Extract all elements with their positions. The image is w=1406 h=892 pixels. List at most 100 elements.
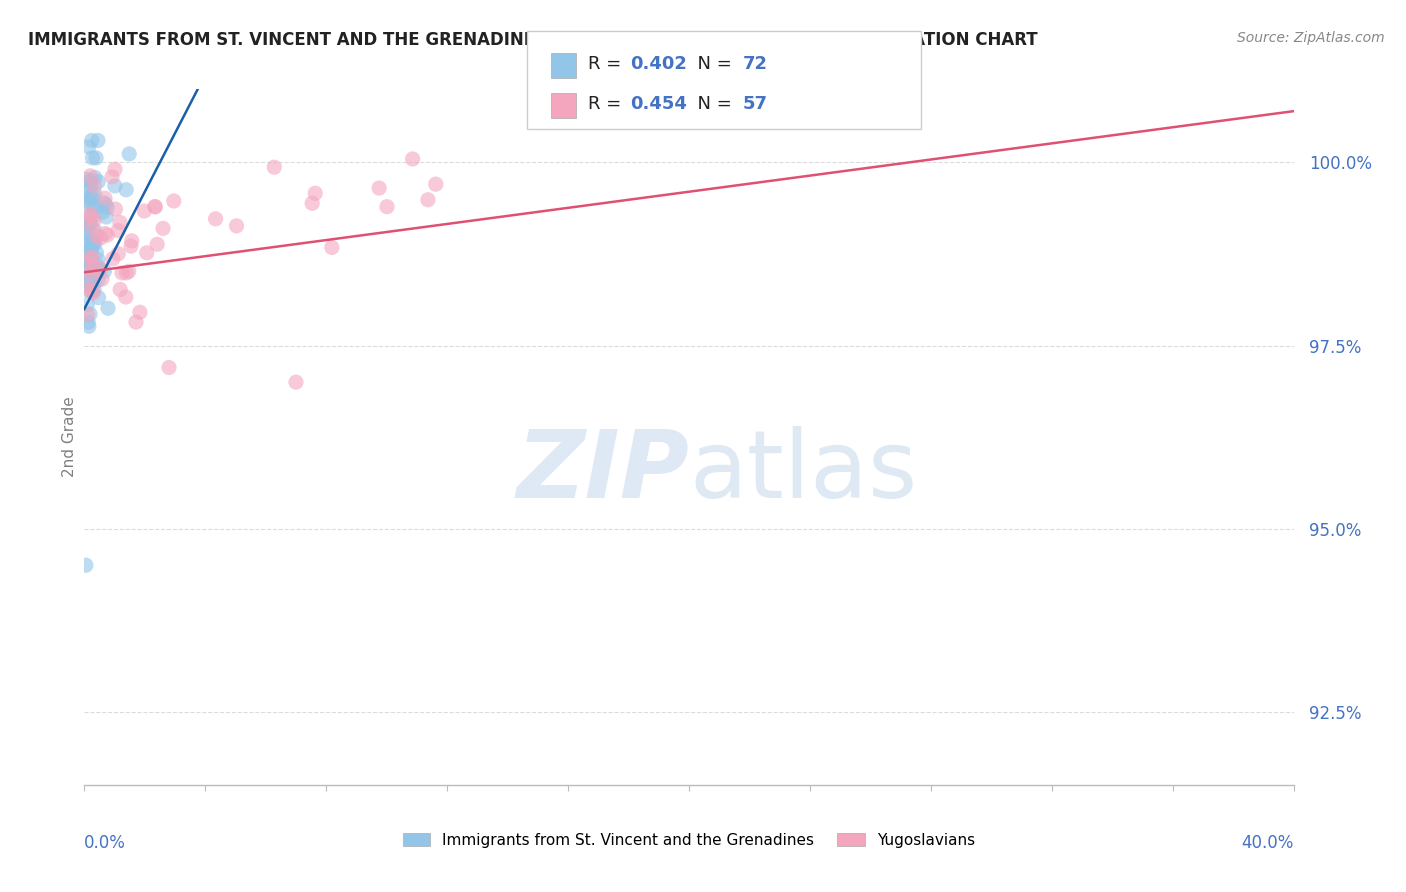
Point [416, 193, 439, 207]
Point [79, 237, 101, 252]
Text: IMMIGRANTS FROM ST. VINCENT AND THE GRENADINES VS YUGOSLAVIAN 2ND GRADE CORRELAT: IMMIGRANTS FROM ST. VINCENT AND THE GREN… [28, 31, 1038, 49]
Point [80, 219, 103, 233]
Y-axis label: 2nd Grade: 2nd Grade [62, 397, 77, 477]
Point [163, 194, 186, 208]
Point [75, 243, 97, 257]
Point [134, 204, 156, 219]
Point [75, 183, 97, 197]
Point [263, 160, 285, 174]
Point [77, 219, 100, 233]
Point [84, 235, 107, 250]
Point [84, 200, 107, 214]
Point [114, 290, 136, 304]
Point [75, 194, 97, 209]
Text: 0.454: 0.454 [630, 95, 686, 113]
Text: N =: N = [686, 55, 738, 73]
Point [77, 140, 100, 154]
Point [82, 151, 104, 165]
Point [86, 228, 108, 243]
Text: 57: 57 [742, 95, 768, 113]
Point [104, 178, 127, 193]
Point [90, 231, 112, 245]
Point [82, 238, 104, 252]
Point [79, 216, 101, 230]
Point [77, 319, 100, 334]
Point [75, 258, 97, 272]
Point [80, 244, 103, 258]
Point [76, 308, 98, 322]
Point [77, 219, 100, 233]
Point [87, 133, 110, 147]
Point [96, 210, 118, 224]
Point [82, 260, 104, 274]
Point [76, 297, 98, 311]
Point [84, 170, 107, 185]
Point [80, 133, 103, 147]
Point [87, 175, 110, 189]
Point [83, 283, 105, 297]
Point [94, 197, 117, 211]
Text: R =: R = [588, 55, 627, 73]
Point [79, 307, 101, 321]
Point [79, 169, 101, 183]
Point [89, 263, 111, 277]
Point [118, 147, 141, 161]
Point [89, 261, 111, 276]
Point [87, 252, 110, 267]
Point [79, 274, 101, 288]
Point [121, 234, 143, 248]
Point [87, 273, 110, 287]
Point [285, 375, 308, 389]
Point [83, 223, 105, 237]
Point [79, 262, 101, 277]
Point [80, 251, 103, 265]
Point [79, 273, 101, 287]
Point [79, 209, 101, 223]
Text: ZIP: ZIP [516, 425, 689, 518]
Point [146, 237, 169, 252]
Point [115, 266, 138, 280]
Point [79, 266, 101, 280]
Point [80, 191, 103, 205]
Point [111, 266, 134, 280]
Point [225, 219, 247, 233]
Point [157, 360, 180, 375]
Point [108, 215, 131, 229]
Text: atlas: atlas [689, 425, 917, 518]
Point [94, 227, 117, 241]
Text: 0.402: 0.402 [630, 55, 686, 73]
Point [120, 239, 142, 253]
Text: 40.0%: 40.0% [1241, 834, 1294, 852]
Point [375, 200, 398, 214]
Point [104, 162, 127, 177]
Point [79, 243, 101, 257]
Point [304, 186, 326, 201]
Point [76, 283, 98, 297]
Point [87, 291, 110, 305]
Point [80, 173, 103, 187]
Point [75, 227, 97, 241]
Text: R =: R = [588, 95, 627, 113]
Point [82, 209, 104, 223]
Point [77, 191, 100, 205]
Point [91, 205, 114, 219]
Point [152, 221, 174, 235]
Text: 0.0%: 0.0% [84, 834, 127, 852]
Point [143, 200, 166, 214]
Point [108, 283, 131, 297]
Point [83, 201, 105, 215]
Point [79, 197, 101, 211]
Point [101, 169, 124, 184]
Point [77, 315, 100, 329]
Legend: Immigrants from St. Vincent and the Grenadines, Yugoslavians: Immigrants from St. Vincent and the Gren… [396, 827, 981, 854]
Point [107, 223, 129, 237]
Point [143, 200, 166, 214]
Point [97, 301, 120, 316]
Point [82, 256, 104, 270]
Point [425, 177, 447, 191]
Point [368, 181, 391, 195]
Point [79, 210, 101, 224]
Point [101, 252, 124, 266]
Point [79, 207, 101, 221]
Point [83, 186, 105, 201]
